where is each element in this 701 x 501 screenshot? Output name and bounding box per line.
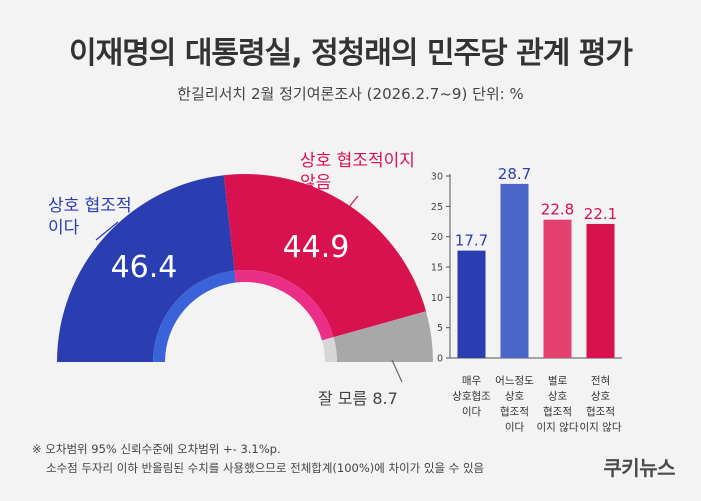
bar-y-tick-label: 25 — [431, 202, 443, 213]
footnote-line-2: 소수점 두자리 이하 반올림된 수치를 사용했으므로 전체합계(100%)에 차… — [46, 461, 485, 475]
donut-label-agree-line-0: 상호 협조적 — [48, 196, 132, 216]
donut-inner-ring-0 — [153, 270, 236, 362]
bar-category-label-2-2: 협조적 — [543, 405, 572, 418]
bar-category-label-3-0: 전혀 — [591, 375, 610, 387]
bar-y-tick-label: 0 — [437, 354, 443, 365]
publisher-logo: 쿠키뉴스 — [603, 456, 675, 480]
bar-y-tick-label: 15 — [431, 263, 443, 274]
bar-category-label-0-0: 매우 — [462, 375, 482, 387]
bar-y-tick-label: 20 — [431, 232, 443, 243]
bar-category-label-1-2: 협조적 — [500, 405, 529, 418]
bar-3 — [586, 223, 615, 358]
footnote-line-1: ※ 오차범위 95% 신뢰수준에 오차범위 +- 3.1%p. — [32, 442, 281, 456]
bar-category-label-2-3: 이지 않다 — [537, 422, 579, 434]
bar-category-label-1-1: 상호 — [505, 391, 525, 403]
donut-leader-line-disagree — [339, 195, 359, 219]
donut-leader-line-unknown — [391, 359, 403, 383]
bar-1 — [500, 183, 529, 358]
donut-leader-line-agree — [95, 221, 119, 241]
donut-label-unknown: 잘 모름 8.7 — [318, 389, 398, 408]
bar-category-label-0-2: 이다 — [462, 406, 482, 418]
bar-y-tick-label: 10 — [431, 293, 443, 304]
footnote: ※ 오차범위 95% 신뢰수준에 오차범위 +- 3.1%p. 소수점 두자리 … — [32, 440, 484, 478]
bar-y-tick-label: 30 — [431, 172, 443, 183]
donut-slice-1 — [223, 174, 427, 338]
donut-label-agree-line-1: 이다 — [48, 218, 80, 238]
bar-category-label-3-3: 이지 않다 — [580, 422, 622, 434]
bar-value-label-3: 22.1 — [584, 205, 617, 223]
bar-value-label-0: 17.7 — [455, 232, 488, 250]
bar-category-label-2-0: 별로 — [548, 375, 568, 387]
donut-value-label-1: 44.9 — [283, 230, 350, 265]
donut-inner-ring-1 — [234, 270, 334, 341]
donut-slice-0 — [57, 175, 235, 362]
donut-label-disagree-line-1: 않음 — [300, 173, 331, 193]
bar-2 — [543, 219, 572, 358]
chart-subtitle: 한길리서치 2월 정기여론조사 (2026.2.7~9) 단위: % — [177, 85, 524, 103]
bar-chart: 05101520253017.7매우상호협조이다28.7어느정도상호협조적이다2… — [431, 165, 622, 434]
bar-category-label-1-3: 이다 — [505, 422, 525, 434]
donut-label-disagree-line-0: 상호 협조적이지 — [300, 151, 415, 171]
bar-category-label-3-1: 상호 — [591, 391, 611, 403]
bar-category-label-2-1: 상호 — [548, 391, 568, 403]
donut-value-label-0: 46.4 — [111, 250, 178, 285]
bar-value-label-1: 28.7 — [498, 165, 531, 183]
bar-y-tick-label: 5 — [437, 323, 443, 334]
bar-category-label-1-0: 어느정도 — [495, 375, 534, 387]
bar-category-label-0-1: 상호협조 — [452, 390, 491, 403]
bar-0 — [457, 250, 486, 358]
chart-title: 이재명의 대통령실, 정청래의 민주당 관계 평가 — [68, 36, 633, 71]
bar-value-label-2: 22.8 — [541, 201, 574, 219]
bar-category-label-3-2: 협조적 — [586, 405, 615, 418]
donut-slice-2 — [333, 311, 433, 362]
donut-inner-ring-2 — [322, 337, 337, 362]
